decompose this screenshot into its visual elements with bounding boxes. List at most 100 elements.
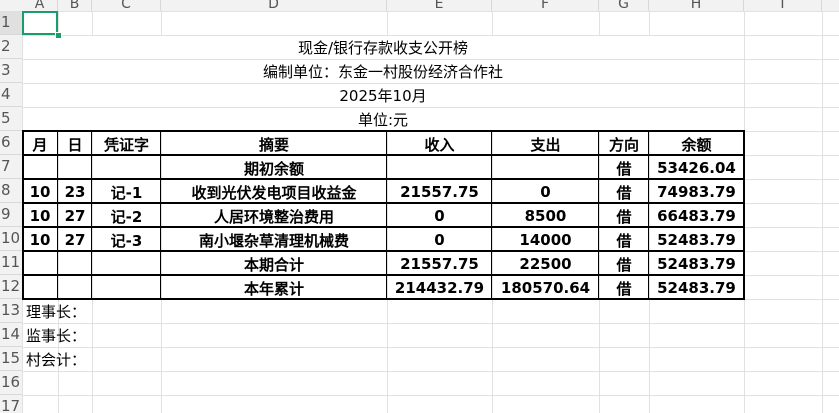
table-header-cell[interactable]: 月 — [32, 135, 48, 154]
row-header[interactable]: 11 — [0, 251, 22, 275]
gridline — [0, 323, 839, 324]
column-header[interactable]: A — [22, 0, 58, 11]
table-header-cell[interactable]: 日 — [67, 135, 83, 154]
cell-selection-A1[interactable] — [22, 11, 58, 35]
table-header-cell[interactable]: 凭证字 — [103, 135, 149, 154]
table-cell[interactable]: 14000 — [519, 231, 572, 249]
table-cell[interactable]: 10 — [29, 231, 51, 249]
table-cell[interactable]: 借 — [616, 183, 632, 202]
table-cell[interactable]: 记-2 — [110, 207, 143, 226]
table-cell[interactable] — [22, 155, 58, 179]
table-cell[interactable] — [92, 275, 161, 299]
column-header[interactable]: I — [744, 0, 822, 11]
row-header[interactable]: 10 — [0, 227, 22, 251]
row-header[interactable]: 1 — [0, 11, 22, 35]
column-header[interactable]: F — [492, 0, 599, 11]
table-cell[interactable]: 21557.75 — [400, 255, 479, 273]
table-header-cell[interactable]: 摘要 — [258, 135, 289, 154]
gridline — [492, 0, 493, 413]
table-cell[interactable]: 本期合计 — [243, 255, 304, 274]
row-header[interactable]: 7 — [0, 155, 22, 179]
table-header-cell[interactable]: 余额 — [681, 135, 712, 154]
row-header[interactable]: 4 — [0, 83, 22, 107]
column-header[interactable] — [822, 0, 839, 11]
table-header-cell[interactable]: 方向 — [608, 135, 639, 154]
table-cell[interactable]: 52483.79 — [657, 279, 736, 297]
table-cell[interactable]: 27 — [64, 231, 86, 249]
currency-unit: 单位:元 — [357, 110, 409, 129]
table-cell[interactable]: 214432.79 — [394, 279, 485, 297]
table-cell[interactable]: 8500 — [524, 207, 567, 225]
table-cell[interactable]: 记-1 — [110, 183, 143, 202]
table-cell[interactable] — [92, 155, 161, 179]
table-cell[interactable]: 记-3 — [110, 231, 143, 250]
select-all-corner[interactable] — [0, 0, 22, 11]
table-cell[interactable]: 借 — [616, 255, 632, 274]
row-header[interactable]: 6 — [0, 131, 22, 155]
table-cell[interactable]: 期初余额 — [243, 159, 304, 178]
table-cell[interactable]: 21557.75 — [400, 183, 479, 201]
fill-handle[interactable] — [55, 32, 62, 39]
row-header[interactable]: 16 — [0, 371, 22, 395]
gridline — [0, 395, 839, 396]
table-border — [22, 226, 745, 228]
signature-label: 监事长： — [26, 326, 87, 345]
gridline — [92, 0, 93, 413]
row-header[interactable]: 15 — [0, 347, 22, 371]
table-cell[interactable] — [58, 155, 92, 179]
table-cell[interactable]: 0 — [434, 231, 445, 249]
row-header[interactable]: 13 — [0, 299, 22, 323]
table-cell[interactable]: 0 — [434, 207, 445, 225]
column-header[interactable]: B — [58, 0, 92, 11]
table-cell[interactable]: 本年累计 — [243, 279, 304, 298]
table-cell[interactable] — [492, 155, 599, 179]
signature-label: 理事长： — [26, 302, 87, 321]
table-header-cell[interactable]: 支出 — [530, 135, 561, 154]
column-header[interactable]: H — [649, 0, 744, 11]
row-header[interactable]: 2 — [0, 35, 22, 59]
table-cell[interactable]: 0 — [540, 183, 551, 201]
table-cell[interactable] — [387, 155, 492, 179]
table-cell[interactable]: 52483.79 — [657, 231, 736, 249]
table-cell[interactable]: 23 — [64, 183, 86, 201]
row-header[interactable]: 14 — [0, 323, 22, 347]
row-header[interactable]: 12 — [0, 275, 22, 299]
row-header[interactable]: 5 — [0, 107, 22, 131]
table-cell[interactable] — [58, 275, 92, 299]
row-header[interactable]: 8 — [0, 179, 22, 203]
table-cell[interactable]: 收到光伏发电项目收益金 — [191, 183, 357, 202]
gridline — [599, 0, 600, 413]
table-cell[interactable]: 52483.79 — [657, 255, 736, 273]
column-header[interactable]: D — [161, 0, 387, 11]
table-cell[interactable]: 27 — [64, 207, 86, 225]
table-cell[interactable]: 借 — [616, 231, 632, 250]
table-cell[interactable]: 10 — [29, 207, 51, 225]
gridline — [22, 59, 744, 60]
table-cell[interactable] — [92, 251, 161, 275]
row-header[interactable]: 17 — [0, 395, 22, 413]
table-cell[interactable]: 74983.79 — [657, 183, 736, 201]
table-cell[interactable] — [22, 251, 58, 275]
row-header[interactable]: 9 — [0, 203, 22, 227]
table-header-cell[interactable]: 收入 — [424, 135, 455, 154]
table-border — [22, 178, 745, 180]
table-cell[interactable]: 66483.79 — [657, 207, 736, 225]
table-cell[interactable]: 53426.04 — [657, 159, 736, 177]
table-cell[interactable]: 南小堰杂草清理机械费 — [198, 231, 349, 250]
table-cell[interactable]: 人居环境整治费用 — [213, 207, 334, 226]
table-cell[interactable]: 22500 — [519, 255, 572, 273]
table-cell[interactable]: 借 — [616, 159, 632, 178]
row-header[interactable]: 3 — [0, 59, 22, 83]
column-header[interactable]: C — [92, 0, 161, 11]
gridline — [822, 0, 823, 413]
table-cell[interactable] — [58, 251, 92, 275]
table-cell[interactable]: 借 — [616, 207, 632, 226]
table-cell[interactable]: 180570.64 — [500, 279, 591, 297]
table-cell[interactable] — [22, 275, 58, 299]
table-cell[interactable]: 借 — [616, 279, 632, 298]
table-cell[interactable]: 10 — [29, 183, 51, 201]
column-header[interactable]: E — [387, 0, 492, 11]
column-header[interactable]: G — [599, 0, 649, 11]
signature-label: 村会计： — [26, 350, 87, 369]
